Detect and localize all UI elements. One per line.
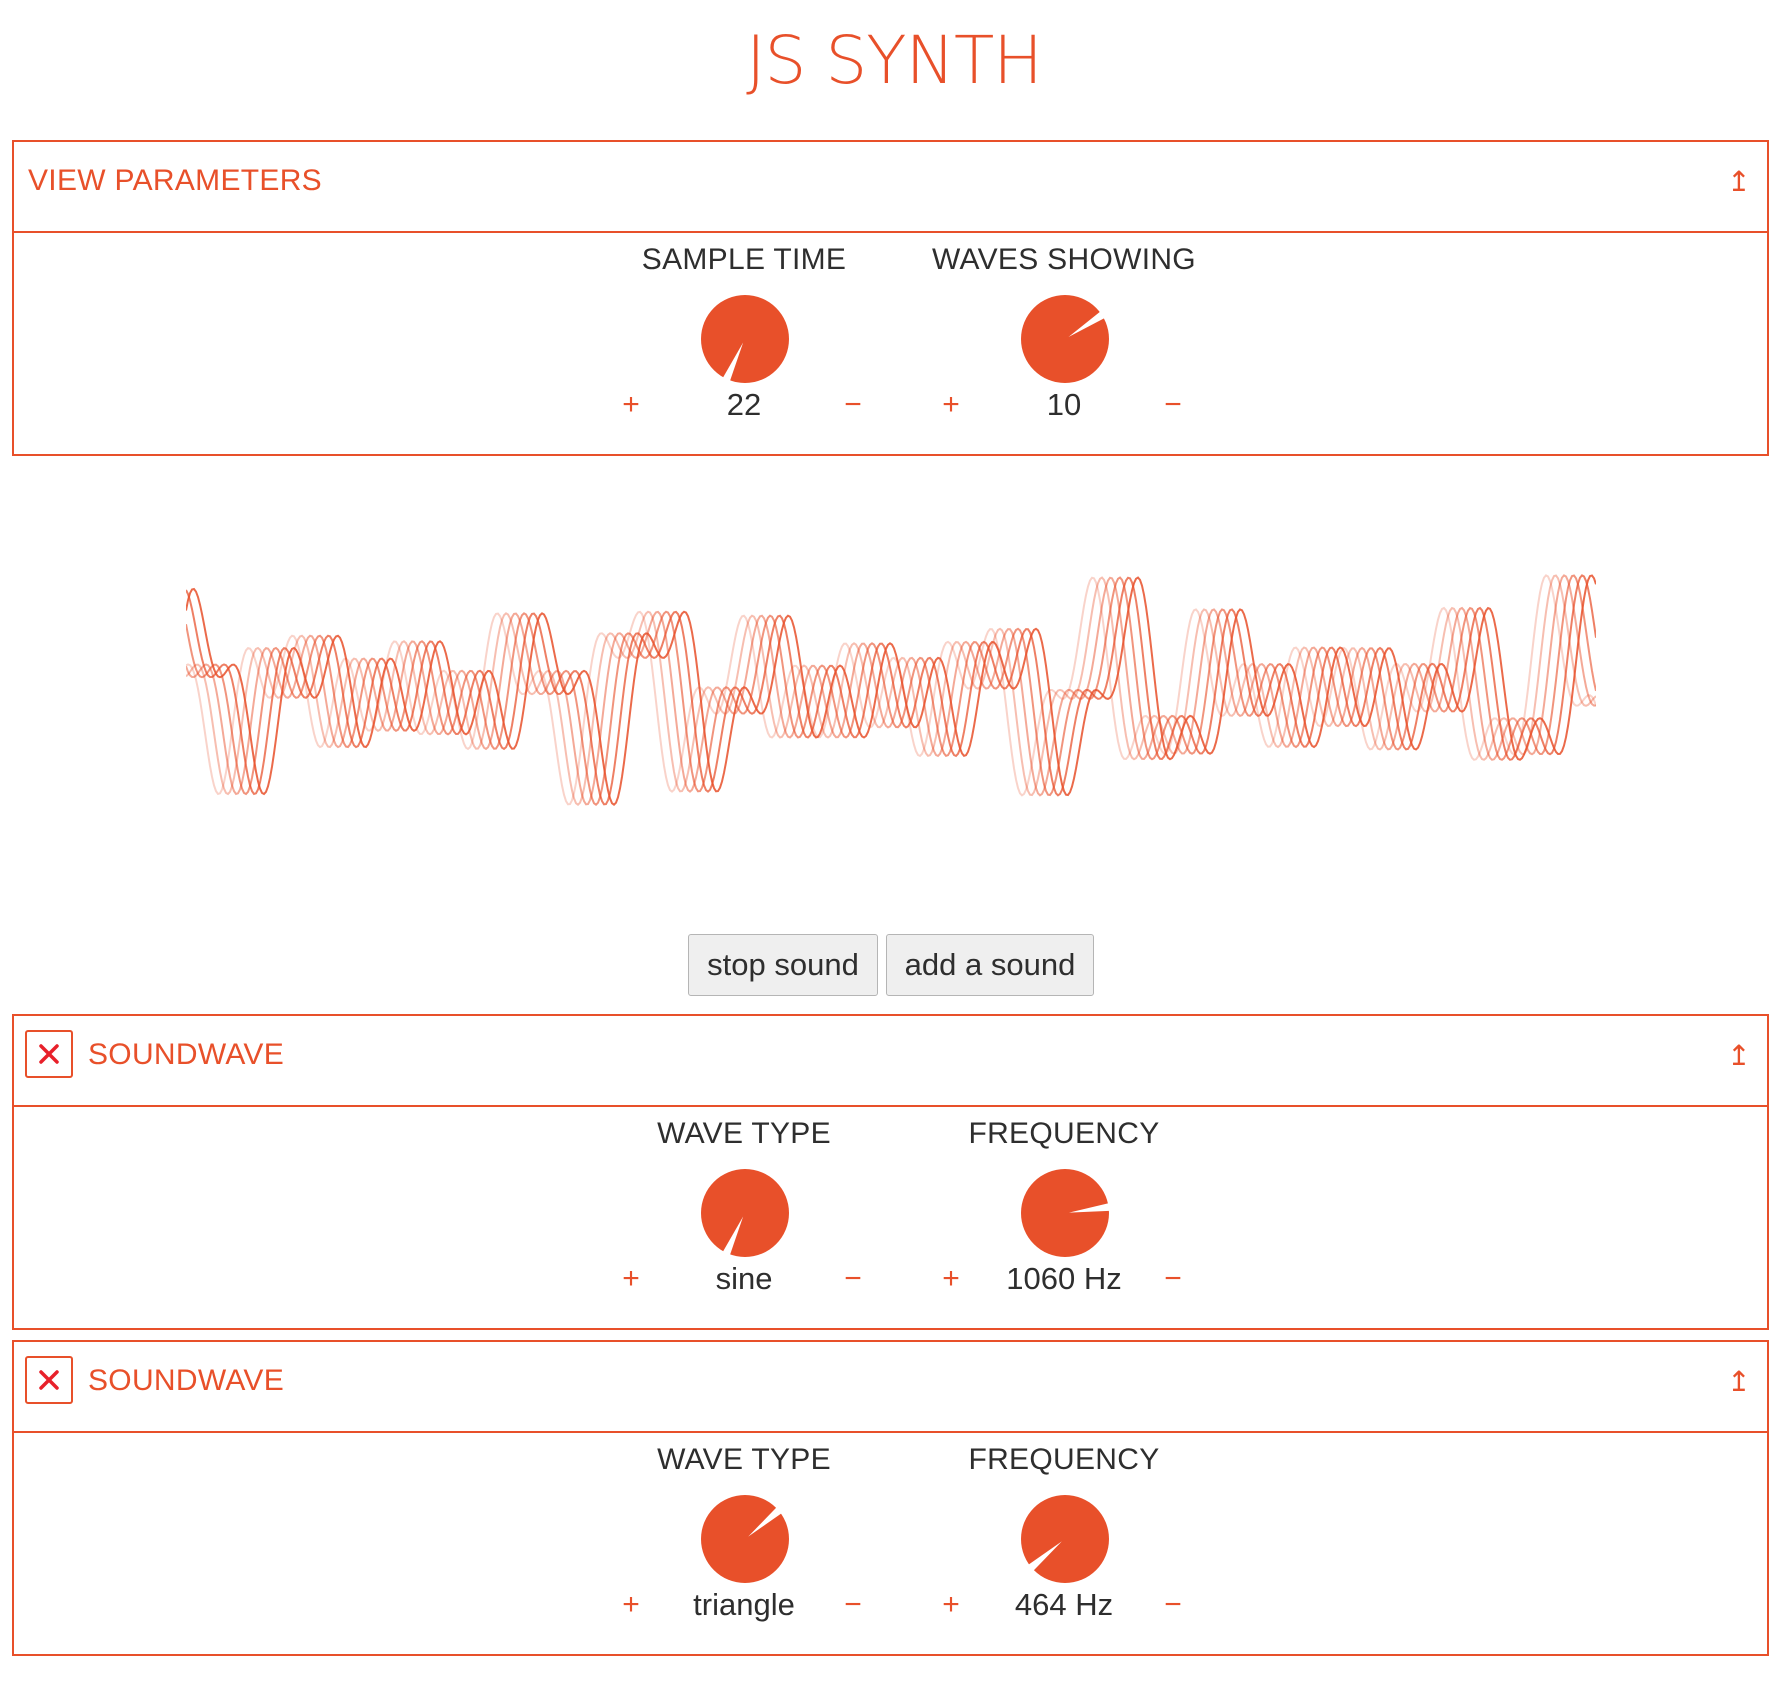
panel-title: VIEW PARAMETERS	[28, 164, 322, 197]
control-value: 464 Hz	[1014, 1587, 1114, 1622]
control-label: FREQUENCY	[968, 1117, 1160, 1150]
knob-pointer	[720, 342, 744, 383]
panel-header[interactable]: SOUNDWAVE ↥	[14, 1342, 1767, 1433]
knob-pointer	[720, 1216, 744, 1257]
panel-header[interactable]: SOUNDWAVE ↥	[14, 1016, 1767, 1107]
soundwave-panel: SOUNDWAVE ↥ WAVE TYPE + sine − FREQUENCY…	[12, 1014, 1769, 1330]
increment-button[interactable]: +	[942, 388, 960, 421]
control-value: sine	[715, 1261, 773, 1296]
view-parameters-panel: VIEW PARAMETERS ↥ SAMPLE TIME + 22 − WAV…	[12, 140, 1769, 456]
control-frequency: FREQUENCY + 1060 Hz −	[894, 1107, 1234, 1327]
waveform-trace	[186, 574, 1596, 807]
panel-title: SOUNDWAVE	[88, 1038, 285, 1071]
close-x-icon	[39, 1044, 59, 1064]
knob-pointer	[1068, 1203, 1109, 1213]
stop-sound-button[interactable]: stop sound	[688, 934, 878, 996]
knob[interactable]	[701, 295, 789, 383]
knob-body	[1021, 295, 1109, 383]
knob-body	[701, 1169, 789, 1257]
knob-pointer	[748, 1503, 786, 1537]
waveform-trace	[186, 574, 1596, 806]
increment-button[interactable]: +	[622, 1262, 640, 1295]
control-label: SAMPLE TIME	[641, 243, 847, 276]
control-label: WAVES SHOWING	[932, 243, 1196, 276]
waveform-trace	[186, 574, 1596, 807]
control-frequency: FREQUENCY + 464 Hz −	[894, 1433, 1234, 1653]
waveform-visualization	[186, 574, 1596, 807]
control-sample-time: SAMPLE TIME + 22 −	[574, 233, 914, 453]
knob-body	[1021, 1169, 1109, 1257]
knob[interactable]	[1021, 1495, 1109, 1583]
knob-pointer	[1024, 1541, 1062, 1575]
waveform-trace	[186, 574, 1596, 806]
soundwave-controls: WAVE TYPE + sine − FREQUENCY + 1060 Hz −	[14, 1107, 1767, 1327]
increment-button[interactable]: +	[622, 388, 640, 421]
control-value: triangle	[693, 1587, 795, 1622]
decrement-button[interactable]: −	[844, 388, 862, 421]
page-title: JS SYNTH	[746, 22, 1043, 99]
remove-sound-button[interactable]	[25, 1030, 73, 1078]
control-label: FREQUENCY	[968, 1443, 1160, 1476]
control-label: WAVE TYPE	[657, 1443, 831, 1476]
remove-sound-button[interactable]	[25, 1356, 73, 1404]
control-wave-type: WAVE TYPE + triangle −	[574, 1433, 914, 1653]
increment-button[interactable]: +	[622, 1588, 640, 1621]
soundwave-controls: WAVE TYPE + triangle − FREQUENCY + 464 H…	[14, 1433, 1767, 1653]
knob-body	[1021, 1495, 1109, 1583]
panel-title: SOUNDWAVE	[88, 1364, 285, 1397]
close-x-icon	[39, 1370, 59, 1390]
control-value: 1060 Hz	[1006, 1261, 1122, 1296]
waveform-trace	[186, 574, 1596, 806]
view-controls: SAMPLE TIME + 22 − WAVES SHOWING + 10 −	[14, 233, 1767, 453]
control-value: 22	[726, 387, 762, 422]
waveform-trace	[186, 574, 1596, 807]
knob[interactable]	[701, 1169, 789, 1257]
add-sound-button[interactable]: add a sound	[886, 934, 1094, 996]
soundwave-panel: SOUNDWAVE ↥ WAVE TYPE + triangle − FREQU…	[12, 1340, 1769, 1656]
collapse-up-arrow-icon[interactable]: ↥	[1727, 1040, 1751, 1071]
control-wave-type: WAVE TYPE + sine −	[574, 1107, 914, 1327]
decrement-button[interactable]: −	[1164, 1262, 1182, 1295]
knob-body	[701, 295, 789, 383]
knob-body	[701, 1495, 789, 1583]
control-label: WAVE TYPE	[657, 1117, 831, 1150]
decrement-button[interactable]: −	[844, 1588, 862, 1621]
increment-button[interactable]: +	[942, 1262, 960, 1295]
decrement-button[interactable]: −	[1164, 388, 1182, 421]
control-value: 10	[1046, 387, 1082, 422]
control-waves-showing: WAVES SHOWING + 10 −	[894, 233, 1234, 453]
increment-button[interactable]: +	[942, 1588, 960, 1621]
panel-header[interactable]: VIEW PARAMETERS ↥	[14, 142, 1767, 233]
decrement-button[interactable]: −	[844, 1262, 862, 1295]
knob-pointer	[1068, 308, 1109, 338]
knob[interactable]	[1021, 1169, 1109, 1257]
knob[interactable]	[701, 1495, 789, 1583]
collapse-up-arrow-icon[interactable]: ↥	[1727, 166, 1751, 197]
decrement-button[interactable]: −	[1164, 1588, 1182, 1621]
collapse-up-arrow-icon[interactable]: ↥	[1727, 1366, 1751, 1397]
knob[interactable]	[1021, 295, 1109, 383]
